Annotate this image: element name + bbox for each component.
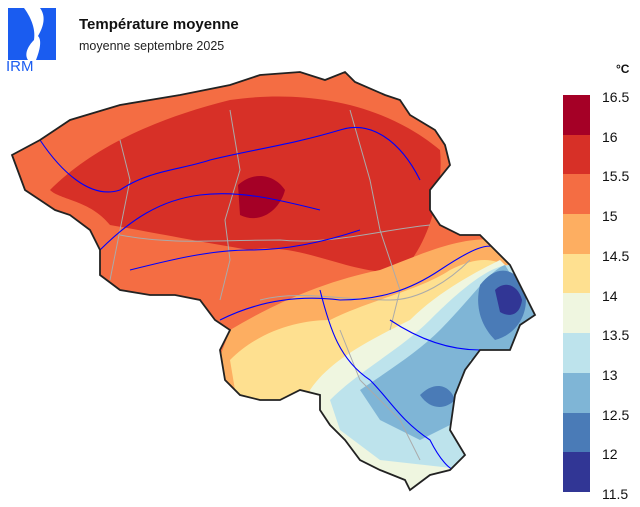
legend-label: 16 xyxy=(602,128,618,145)
legend-band xyxy=(563,412,590,453)
color-legend xyxy=(563,95,590,492)
legend-band xyxy=(563,214,590,254)
legend-band xyxy=(563,372,590,413)
map-title: Température moyenne xyxy=(79,16,239,33)
legend-band xyxy=(563,452,590,492)
legend-label: 13.5 xyxy=(602,327,630,344)
map-subtitle: moyenne septembre 2025 xyxy=(79,39,225,53)
svg-text:IRM: IRM xyxy=(6,58,34,72)
legend-label: 12 xyxy=(602,446,618,463)
legend-band xyxy=(563,174,590,215)
legend-label: 14.5 xyxy=(602,247,630,264)
legend-label: 16.5 xyxy=(602,89,630,105)
zone-11.5-12 xyxy=(495,284,522,315)
irm-logo: IRM xyxy=(6,6,58,75)
legend-band xyxy=(563,253,590,294)
zone-12-12.5-ardennes xyxy=(420,385,455,407)
legend-label: 12.5 xyxy=(602,406,630,423)
legend-label: 15.5 xyxy=(602,168,630,185)
legend-label: 15 xyxy=(602,208,618,225)
legend-band xyxy=(563,95,590,135)
legend-label: 11.5 xyxy=(602,486,629,502)
rivers xyxy=(39,126,501,471)
legend-band xyxy=(563,333,590,373)
legend-label: 14 xyxy=(602,287,618,304)
legend-band xyxy=(563,293,590,334)
legend-band xyxy=(563,134,590,175)
province-borders xyxy=(109,109,471,461)
legend-label: 13 xyxy=(602,366,618,383)
legend-unit: °C xyxy=(616,62,630,76)
